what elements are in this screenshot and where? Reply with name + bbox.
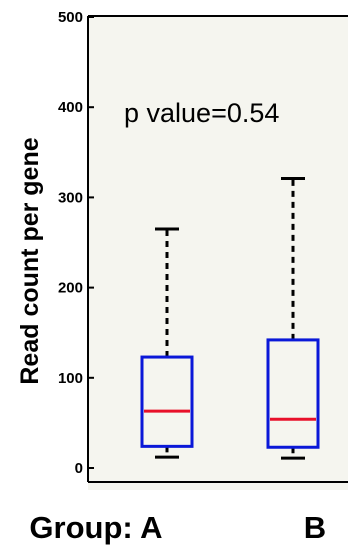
box-iqr	[140, 355, 194, 448]
plot-area	[88, 16, 348, 490]
y-axis-label: Read count per gene	[16, 137, 44, 384]
y-tick-label-100: 100	[58, 370, 83, 387]
y-tick-label-0: 0	[75, 460, 83, 477]
box-group-b	[266, 176, 320, 460]
y-tick-label-200: 200	[58, 280, 83, 297]
y-tick-label-400: 400	[58, 99, 83, 116]
y-tick-label-500: 500	[58, 9, 83, 26]
category-label-a: Group: A	[29, 510, 162, 545]
box-group-a	[140, 227, 194, 459]
box-iqr	[266, 338, 320, 449]
y-tick-label-300: 300	[58, 189, 83, 206]
p-value-annotation: p value=0.54	[124, 98, 279, 128]
category-label-b: B	[304, 510, 326, 545]
